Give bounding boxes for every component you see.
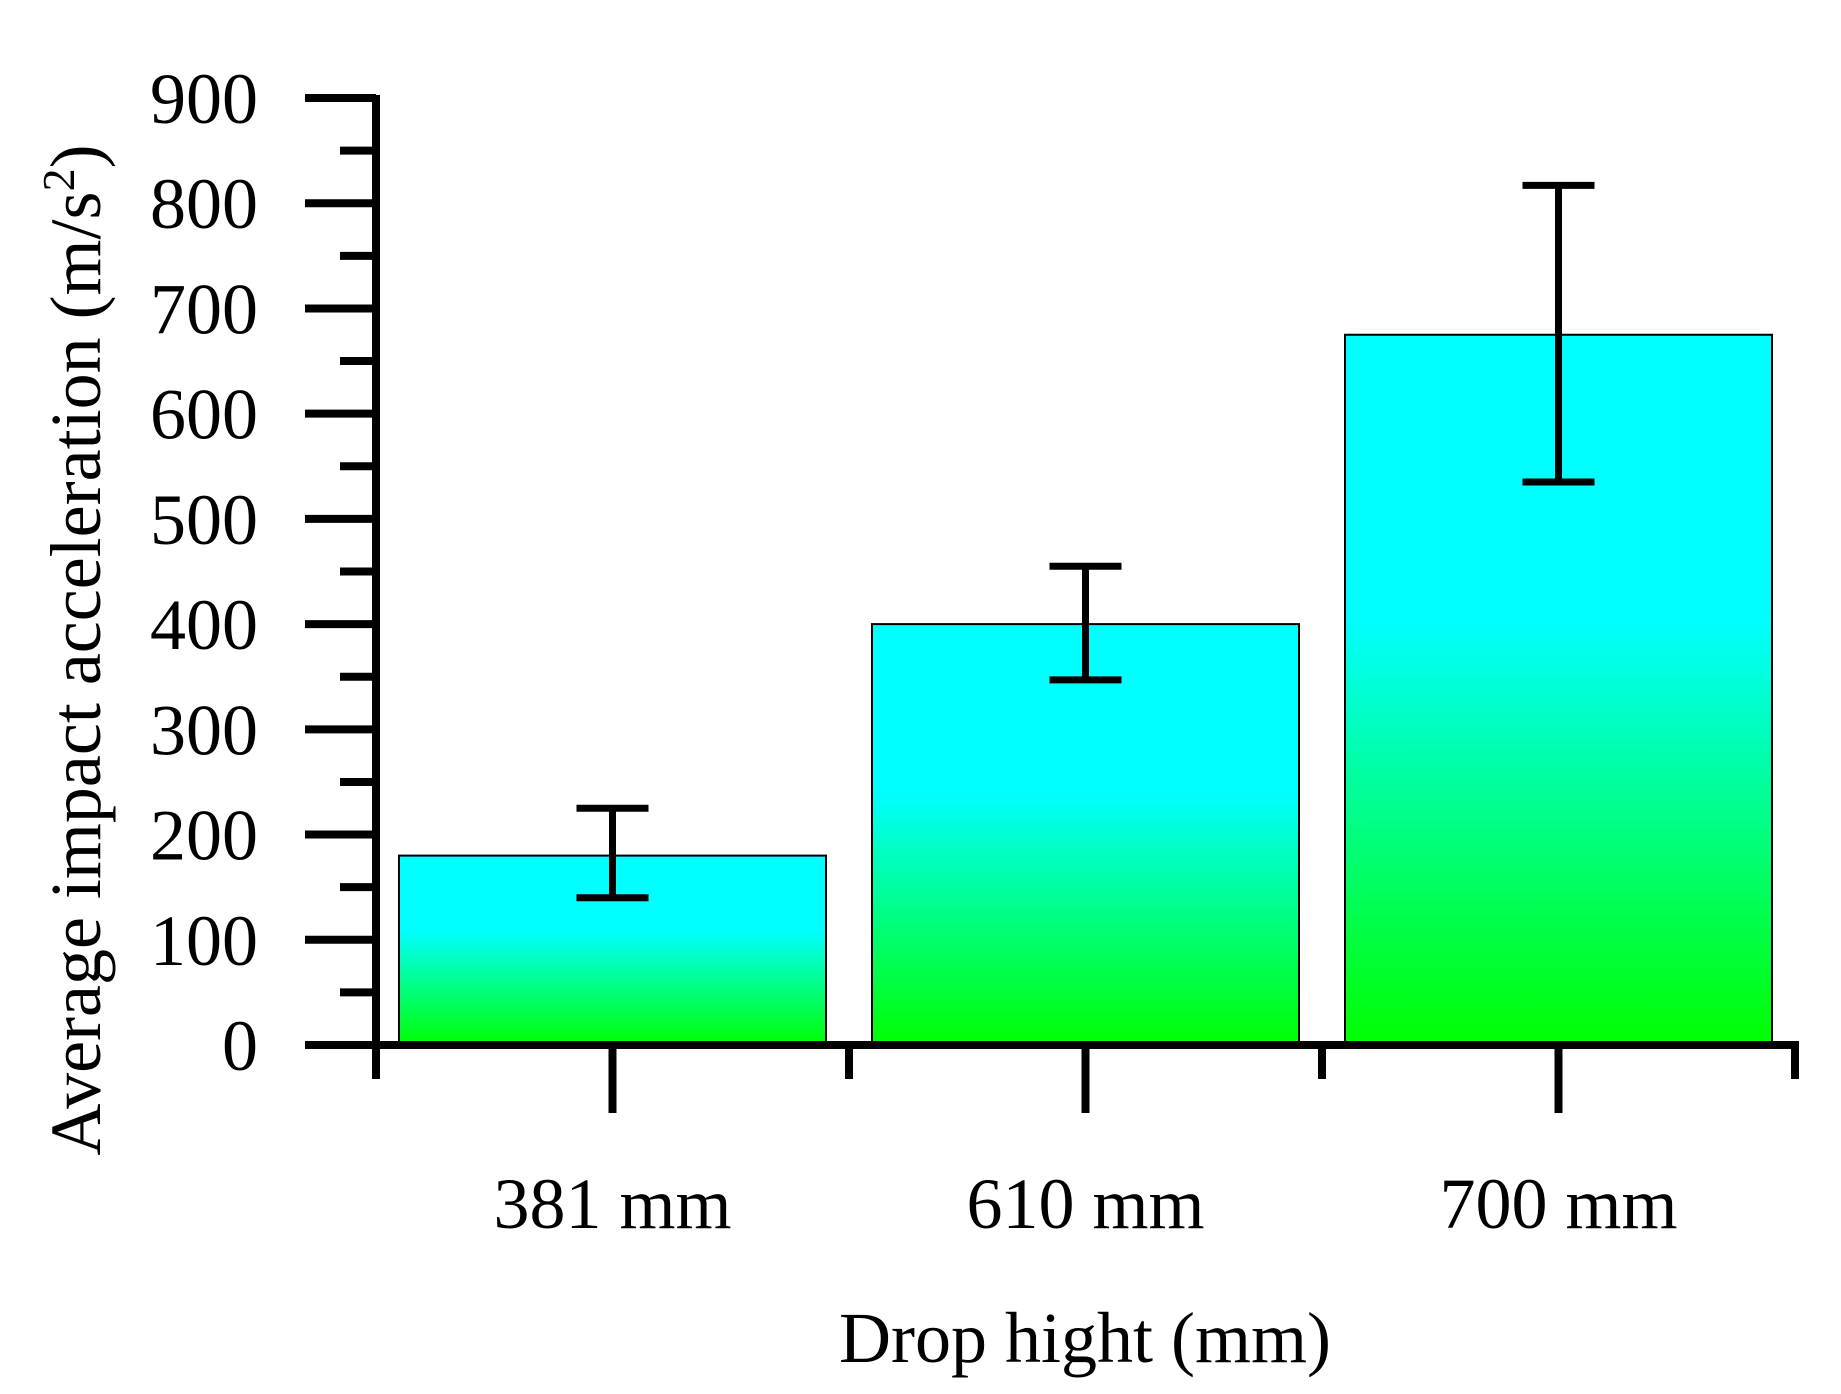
y-tick-label: 800 [150, 164, 258, 244]
x-tick-labels: 381 mm 610 mm 700 mm [493, 1164, 1677, 1244]
error-bar-3 [1522, 181, 1595, 486]
y-axis-title-superscript: 2 [33, 168, 84, 191]
error-bars-layer [576, 181, 1595, 902]
axes-layer [305, 94, 1799, 1113]
y-axis-title: Average impact acceleration (m/s2) [33, 144, 116, 1155]
y-tick-label: 300 [150, 690, 258, 770]
x-tick-label: 381 mm [493, 1164, 731, 1244]
y-tick-label: 700 [150, 269, 258, 349]
bars-layer [398, 333, 1773, 1046]
y-tick-labels: 0 100 200 300 400 500 600 700 800 900 [150, 59, 258, 1086]
y-axis-title-suffix: ) [36, 144, 116, 168]
y-tick-label: 100 [150, 901, 258, 981]
y-tick-label: 400 [150, 585, 258, 665]
y-tick-label: 900 [150, 59, 258, 139]
x-tick-label: 700 mm [1439, 1164, 1677, 1244]
x-axis-title: Drop hight (mm) [839, 1298, 1331, 1378]
error-bar-2 [1049, 562, 1122, 684]
y-tick-label: 500 [150, 480, 258, 560]
error-bar-1 [576, 804, 649, 902]
y-tick-label: 600 [150, 375, 258, 455]
y-tick-label: 0 [222, 1006, 258, 1086]
x-tick-label: 610 mm [966, 1164, 1204, 1244]
y-tick-label: 200 [150, 796, 258, 876]
y-axis-title-main: Average impact acceleration (m/s [36, 191, 116, 1155]
bar-2 [871, 623, 1300, 1046]
